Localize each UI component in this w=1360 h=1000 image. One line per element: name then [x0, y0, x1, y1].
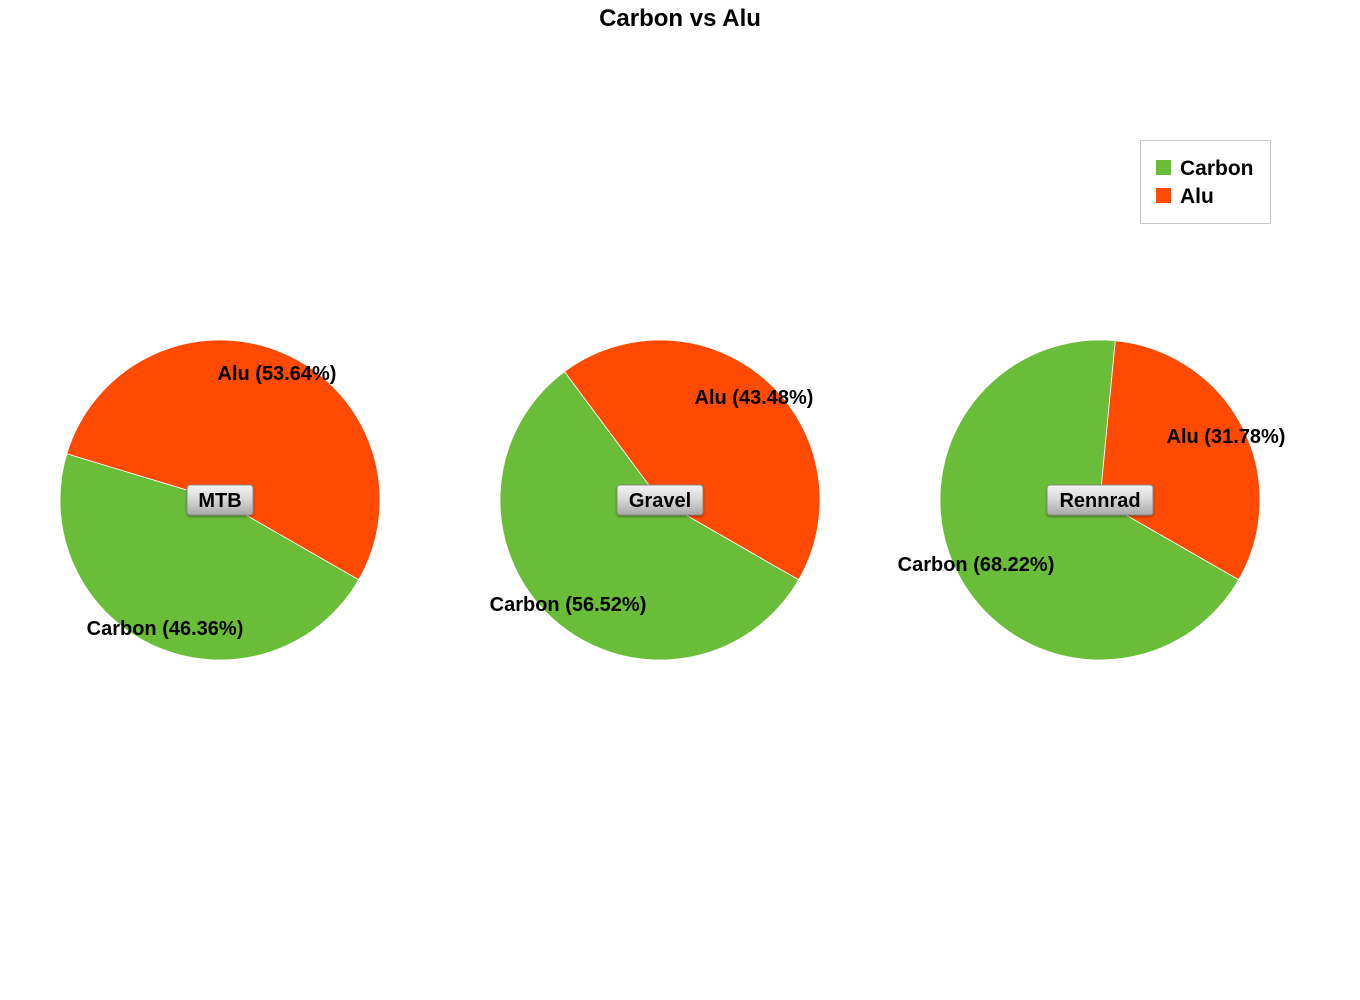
- pie-gravel: Carbon (56.52%) Alu (43.48%) Gravel: [490, 339, 821, 661]
- slice-label-carbon: Carbon (56.52%): [490, 594, 647, 616]
- legend-label-carbon: Carbon: [1180, 157, 1254, 180]
- pie-mtb: Carbon (46.36%) Alu (53.64%) MTB: [59, 339, 381, 661]
- chart-title: Carbon vs Alu: [599, 5, 761, 32]
- pie-slice-carbon: [499, 371, 800, 661]
- pie-rennrad: Carbon (68.22%) Alu (31.78%) Rennrad: [898, 339, 1286, 661]
- legend-label-alu: Alu: [1180, 185, 1214, 208]
- slice-label-alu: Alu (53.64%): [218, 363, 337, 385]
- legend-swatch-carbon: [1156, 160, 1171, 175]
- pie-name-label: Rennrad: [1059, 490, 1140, 512]
- pie-slice-alu: [66, 339, 381, 581]
- pie-slice-alu: [1099, 340, 1261, 581]
- pie-name-label: Gravel: [629, 490, 691, 512]
- legend: Carbon Alu: [1140, 140, 1271, 224]
- slice-label-carbon: Carbon (46.36%): [87, 618, 244, 640]
- pie-name-badge-bg: [616, 484, 704, 516]
- slice-label-alu: Alu (43.48%): [695, 387, 814, 409]
- pie-name-label: MTB: [198, 490, 241, 512]
- slice-label-alu: Alu (31.78%): [1167, 426, 1286, 448]
- pie-slice-carbon: [59, 453, 360, 661]
- slice-label-carbon: Carbon (68.22%): [898, 554, 1055, 576]
- legend-box: [1140, 140, 1271, 224]
- legend-swatch-alu: [1156, 188, 1171, 203]
- pie-name-badge: MTB: [186, 484, 254, 516]
- pie-name-badge-bg: [186, 484, 254, 516]
- pie-name-badge: Rennrad: [1046, 484, 1154, 516]
- pie-slice-alu: [563, 339, 821, 581]
- pie-name-badge-bg: [1046, 484, 1154, 516]
- pie-name-badge: Gravel: [616, 484, 704, 516]
- pies-group: Carbon (46.36%) Alu (53.64%) MTB Carbon (56…: [59, 339, 1286, 661]
